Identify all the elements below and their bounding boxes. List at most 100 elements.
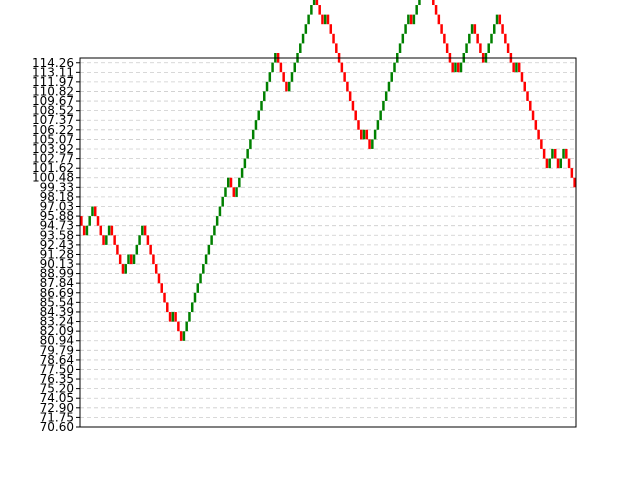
up-brick bbox=[235, 187, 238, 197]
down-brick bbox=[179, 331, 183, 341]
down-brick bbox=[451, 62, 454, 73]
down-brick bbox=[517, 62, 521, 73]
up-brick bbox=[204, 254, 208, 265]
up-brick bbox=[107, 225, 111, 236]
up-brick bbox=[265, 81, 269, 92]
down-brick bbox=[232, 187, 236, 197]
down-brick bbox=[479, 43, 482, 53]
down-brick bbox=[456, 62, 460, 73]
up-brick bbox=[202, 264, 205, 274]
up-brick bbox=[88, 216, 91, 226]
up-brick bbox=[301, 33, 305, 44]
down-brick bbox=[321, 14, 324, 25]
down-brick bbox=[473, 24, 477, 34]
y-tick-label: 93.58 bbox=[40, 228, 74, 242]
y-tick-label: 74.05 bbox=[40, 391, 74, 405]
up-brick bbox=[251, 129, 255, 140]
down-brick bbox=[526, 91, 529, 101]
up-brick bbox=[138, 235, 141, 245]
down-brick bbox=[501, 24, 504, 34]
down-brick bbox=[160, 283, 163, 293]
up-brick bbox=[193, 292, 197, 303]
down-brick bbox=[512, 62, 515, 73]
up-brick bbox=[559, 158, 563, 169]
down-brick bbox=[545, 158, 549, 169]
down-brick bbox=[146, 235, 150, 245]
y-tick-label: 110.82 bbox=[32, 84, 74, 98]
y-tick-label: 107.37 bbox=[32, 113, 74, 127]
up-brick bbox=[468, 33, 471, 44]
down-brick bbox=[570, 168, 574, 178]
down-brick bbox=[174, 312, 177, 322]
up-brick bbox=[257, 110, 260, 121]
down-brick bbox=[229, 177, 233, 188]
down-brick bbox=[335, 43, 338, 53]
down-brick bbox=[143, 225, 147, 236]
brick-series bbox=[80, 0, 576, 341]
up-brick bbox=[371, 139, 374, 149]
down-brick bbox=[166, 302, 169, 313]
y-tick-label: 103.92 bbox=[32, 142, 74, 156]
up-brick bbox=[495, 14, 499, 25]
up-brick bbox=[493, 24, 496, 34]
down-brick bbox=[177, 321, 180, 332]
up-brick bbox=[382, 100, 385, 111]
down-brick bbox=[434, 5, 438, 15]
y-tick-label: 85.54 bbox=[40, 295, 74, 309]
up-brick bbox=[470, 24, 474, 34]
down-brick bbox=[99, 225, 103, 236]
y-tick-label: 70.60 bbox=[40, 420, 74, 434]
up-brick bbox=[362, 129, 366, 140]
up-brick bbox=[218, 206, 222, 217]
up-brick bbox=[562, 148, 565, 159]
down-brick bbox=[540, 139, 543, 149]
down-brick bbox=[157, 273, 161, 284]
up-brick bbox=[293, 62, 296, 73]
up-brick bbox=[238, 177, 241, 188]
down-brick bbox=[279, 62, 283, 73]
down-brick bbox=[110, 225, 114, 236]
up-brick bbox=[304, 24, 308, 34]
up-brick bbox=[105, 235, 108, 245]
up-brick bbox=[124, 264, 127, 274]
up-brick bbox=[415, 5, 418, 15]
y-tick-label: 78.64 bbox=[40, 353, 74, 367]
up-brick bbox=[465, 43, 468, 53]
down-brick bbox=[152, 254, 155, 265]
down-brick bbox=[82, 225, 86, 236]
y-tick-label: 113.11 bbox=[32, 65, 74, 79]
up-brick bbox=[551, 148, 554, 159]
down-brick bbox=[504, 33, 507, 44]
up-brick bbox=[260, 100, 263, 111]
down-brick bbox=[116, 244, 119, 255]
down-brick bbox=[573, 177, 576, 188]
down-brick bbox=[368, 139, 371, 149]
down-brick bbox=[346, 81, 349, 92]
up-brick bbox=[387, 81, 391, 92]
down-brick bbox=[531, 110, 535, 121]
y-tick-label: 95.88 bbox=[40, 209, 74, 223]
y-tick-label: 94.73 bbox=[40, 219, 74, 233]
up-brick bbox=[490, 33, 493, 44]
y-tick-label: 76.35 bbox=[40, 372, 74, 386]
down-brick bbox=[121, 264, 125, 274]
down-brick bbox=[332, 33, 335, 44]
y-tick-label: 71.75 bbox=[40, 410, 74, 424]
plot-frame bbox=[79, 57, 577, 428]
up-brick bbox=[454, 62, 457, 73]
up-brick bbox=[398, 43, 402, 53]
y-tick-label: 79.79 bbox=[40, 343, 74, 357]
down-brick bbox=[149, 244, 152, 255]
down-brick bbox=[360, 129, 363, 140]
down-brick bbox=[445, 43, 449, 53]
up-brick bbox=[132, 254, 136, 265]
down-brick bbox=[443, 33, 446, 44]
up-brick bbox=[127, 254, 130, 265]
down-brick bbox=[80, 216, 83, 226]
y-tick-label: 106.22 bbox=[32, 123, 74, 137]
y-tick-label: 99.33 bbox=[40, 180, 74, 194]
y-tick-label: 88.99 bbox=[40, 267, 74, 281]
y-tick-label: 92.43 bbox=[40, 238, 74, 252]
